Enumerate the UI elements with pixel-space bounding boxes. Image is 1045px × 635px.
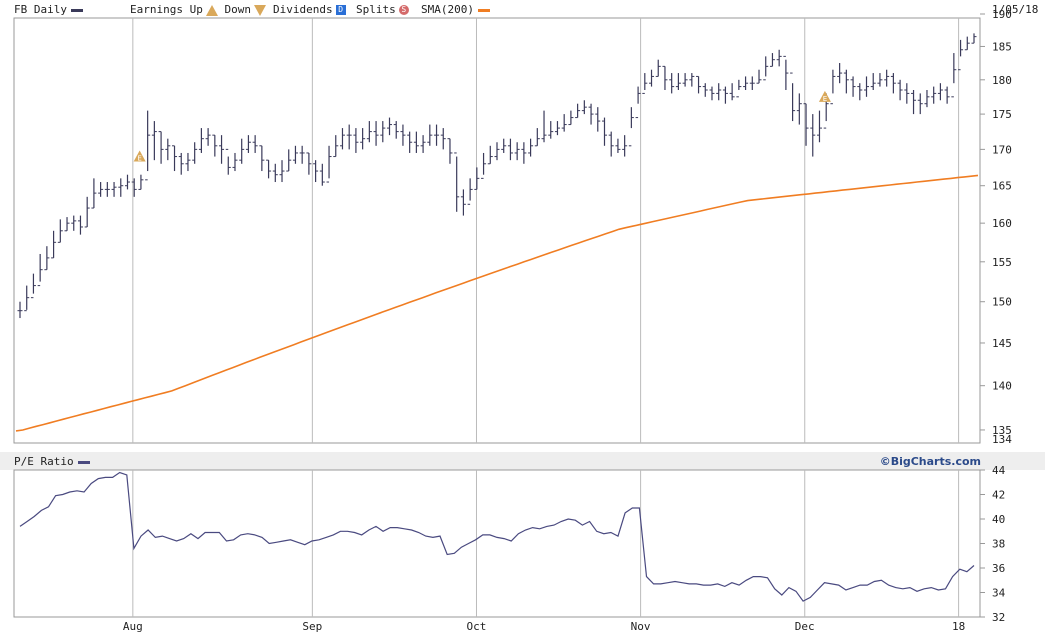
d-square-icon: D [335,5,346,15]
pe-y-tick-label: 44 [992,464,1006,477]
earnings-up-marker-icon [818,90,831,102]
price-y-tick-label: 140 [992,380,1012,393]
price-y-tick-label: 145 [992,337,1012,350]
price-y-tick-label: 135 [992,424,1012,437]
pe-y-tick-label: 32 [992,611,1005,624]
earnings-up-marker-icon [133,150,146,162]
x-tick-label: Aug [123,620,143,633]
pe-y-tick-label: 42 [992,489,1005,502]
legend-earnings: Earnings Up Down [130,3,266,16]
legend-up-label: Up [189,3,203,16]
x-tick-label: Dec [795,620,815,633]
legend-bar: FB Daily Earnings Up Down Dividends D Spl… [0,0,1045,18]
triangle-down-icon [253,4,266,16]
pe-y-tick-label: 34 [992,587,1006,600]
s-circle-icon: S [398,5,409,15]
pe-y-tick-label: 40 [992,513,1005,526]
pe-ratio-line [19,471,975,602]
pe-panel-frame [13,469,981,618]
x-tick-label: Oct [467,620,487,633]
legend-sma-label: SMA(200) [421,3,474,16]
price-y-tick-label: 185 [992,40,1012,53]
pe-header-bar: P/E Ratio ©BigCharts.com [0,452,1045,470]
price-y-tick-label: 170 [992,143,1012,156]
x-tick-label: 18 [952,620,965,633]
pe-y-tick-label: 38 [992,538,1005,551]
sma-swatch-icon [477,8,490,12]
price-y-tick-label: 165 [992,180,1012,193]
pe-legend: P/E Ratio [14,455,90,468]
earnings-marker-glyph: E [137,155,141,163]
legend-date: 1/05/18 [992,3,1039,16]
legend-symbol-label: FB Daily [14,3,67,16]
legend-down-label: Down [224,3,251,16]
price-y-tick-label: 160 [992,217,1012,230]
pe-swatch-icon [77,460,90,464]
price-swatch-icon [70,8,83,12]
legend-sma: SMA(200) [421,3,490,16]
legend-dividends: Dividends D [273,3,346,16]
legend-symbol: FB Daily [14,3,83,16]
legend-splits-label: Splits [356,3,396,16]
copyright-link[interactable]: ©BigCharts.com [879,455,981,468]
price-y-tick-label: 180 [992,74,1012,87]
price-panel-frame [13,17,981,444]
pe-label: P/E Ratio [14,455,74,468]
pe-y-tick-label: 36 [992,562,1005,575]
legend-earnings-label: Earnings [130,3,183,16]
x-tick-label: Sep [302,620,322,633]
x-tick-label: Nov [631,620,651,633]
price-y-tick-label: 190 [992,8,1012,21]
legend-dividends-label: Dividends [273,3,333,16]
price-y-tick-label: 134 [992,433,1012,446]
price-y-tick-label: 155 [992,256,1012,269]
legend-splits: Splits S [356,3,409,16]
triangle-up-icon [205,4,218,16]
price-y-tick-label: 175 [992,108,1012,121]
earnings-marker-glyph: E [823,95,827,103]
sma-line [15,174,979,432]
price-y-tick-label: 150 [992,296,1012,309]
